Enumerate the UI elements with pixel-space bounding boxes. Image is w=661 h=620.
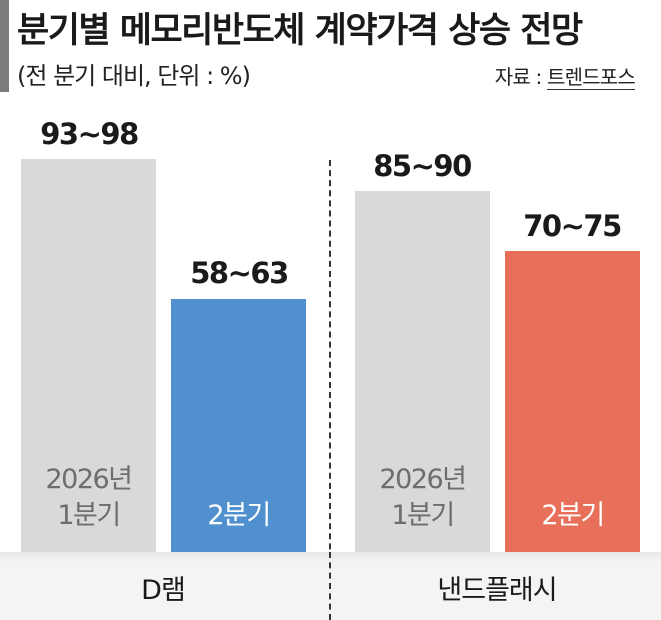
bar-value-nand-q1: 85~90 (373, 149, 472, 183)
bar-value-nand-q2: 70~75 (523, 209, 622, 243)
source-name: 트렌드포스 (547, 65, 636, 90)
bar-label-nand-q1: 2026년 1분기 (379, 464, 467, 531)
bar-dram-q2: 2분기 (171, 299, 306, 552)
source-note: 자료 : 트렌드포스 (494, 61, 636, 90)
bar-dram-q1: 2026년 1분기 (21, 159, 156, 552)
bar-label-dram-q2: 2분기 (207, 500, 271, 531)
axis-divider (329, 552, 331, 620)
bar-value-dram-q1: 93~98 (40, 117, 139, 151)
chart-title: 분기별 메모리반도체 계약가격 상승 전망 (17, 11, 583, 51)
group-divider (329, 160, 331, 620)
bar-nand-q2: 2분기 (505, 251, 640, 552)
category-label-dram: D램 (141, 575, 186, 606)
bar-label-nand-q2: 2분기 (541, 500, 605, 531)
category-label-nand: 낸드플래시 (437, 575, 557, 606)
bar-nand-q1: 2026년 1분기 (355, 191, 490, 552)
chart-subtitle: (전 분기 대비, 단위 : %) (17, 62, 251, 90)
bar-value-dram-q2: 58~63 (190, 256, 289, 290)
title-accent-bar (0, 0, 9, 92)
bar-label-dram-q1: 2026년 1분기 (45, 464, 133, 531)
source-prefix: 자료 : (494, 65, 547, 89)
